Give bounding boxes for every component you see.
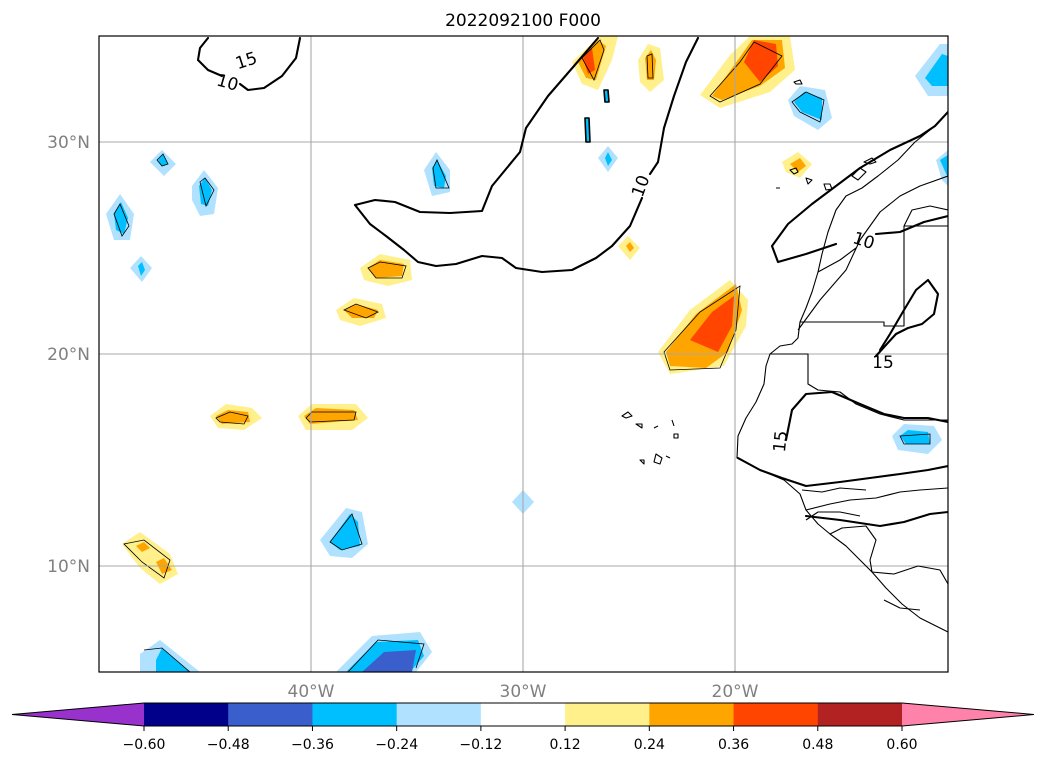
anomaly-blob — [150, 150, 176, 176]
contour-line — [770, 110, 948, 264]
cape-verde-islands — [621, 411, 679, 465]
colorbar: −0.60 −0.48 −0.36 −0.24 −0.12 0.12 0.24 0.36 0.4… — [11, 702, 1035, 753]
colorbar-tick-label: −0.24 — [375, 737, 418, 753]
anomaly-blob — [320, 508, 368, 558]
anomaly-blob — [892, 424, 942, 454]
colorbar-tick-label: 0.60 — [886, 737, 917, 753]
anomaly-blob — [210, 404, 262, 430]
lon-label: 20°W — [712, 682, 759, 702]
anomaly-blob — [192, 170, 218, 216]
contour-line — [196, 36, 302, 92]
colorbar-segment — [144, 703, 229, 726]
lat-label: 20°N — [47, 345, 90, 365]
colorbar-extend-max — [902, 703, 1034, 726]
anomaly-blob — [298, 404, 368, 430]
contour-line — [353, 36, 700, 274]
colorbar-tick-label: −0.48 — [207, 737, 250, 753]
anomaly-blob — [140, 640, 200, 672]
colorbar-tick-label: −0.12 — [459, 737, 502, 753]
lat-label: 30°N — [47, 133, 90, 153]
colorbar-outline — [11, 702, 1035, 727]
lon-label: 40°W — [288, 682, 335, 702]
colorbar-segment — [228, 703, 313, 726]
anomaly-blob — [336, 298, 386, 326]
anomaly-blob — [782, 152, 812, 178]
anomaly-blob — [572, 36, 618, 90]
colorbar-extend-min — [12, 703, 144, 726]
anomaly-fills — [106, 36, 948, 672]
contour-line — [584, 117, 591, 143]
colorbar-segment — [396, 703, 482, 726]
colorbar-segment — [649, 703, 735, 726]
contour-label: 15 — [770, 430, 792, 454]
contour-line — [603, 89, 610, 103]
lat-label: 10°N — [47, 557, 90, 577]
anomaly-blob — [638, 44, 664, 92]
colorbar-segment — [312, 703, 398, 726]
africa-coastline — [736, 111, 948, 633]
colorbar-tick-label: 0.24 — [634, 737, 665, 753]
anomaly-blob — [658, 280, 748, 374]
map-frame — [98, 35, 949, 673]
contour-lines — [196, 36, 948, 528]
colorbar-tick-label: 0.48 — [802, 737, 833, 753]
anomaly-blob — [788, 86, 832, 130]
colorbar-segment — [817, 703, 903, 726]
longitude-labels: 40°W 30°W 20°W — [288, 682, 759, 702]
colorbar-segment — [565, 703, 650, 726]
colorbar-ticks: −0.60 −0.48 −0.36 −0.24 −0.12 0.12 0.24 0.36 0.4… — [123, 726, 918, 753]
contour-line — [874, 278, 940, 358]
colorbar-tick-label: −0.36 — [291, 737, 334, 753]
colorbar-segments — [12, 703, 1034, 726]
anomaly-blob — [130, 256, 152, 282]
contour-line — [736, 390, 948, 528]
anomaly-blob — [915, 44, 948, 96]
anomaly-blob — [598, 146, 618, 172]
anomaly-blob — [700, 36, 795, 108]
anomaly-blob — [336, 632, 432, 672]
colorbar-tick-label: 0.36 — [718, 737, 749, 753]
contour-label: 15 — [872, 353, 894, 373]
map-plot-area: 15 10 10 10 15 15 — [99, 36, 948, 672]
colorbar-segment — [480, 703, 566, 726]
colorbar-tick-label: 0.12 — [550, 737, 581, 753]
anomaly-blob — [618, 236, 640, 260]
colorbar-tick-label: −0.60 — [123, 737, 166, 753]
map-title: 2022092100 F000 — [445, 11, 601, 31]
anomaly-blob — [424, 152, 450, 196]
anomaly-blob — [360, 254, 412, 286]
colorbar-segment — [733, 703, 819, 726]
latitude-labels: 30°N 20°N 10°N — [47, 133, 90, 577]
anomaly-blob — [106, 194, 134, 240]
lon-label: 30°W — [500, 682, 547, 702]
